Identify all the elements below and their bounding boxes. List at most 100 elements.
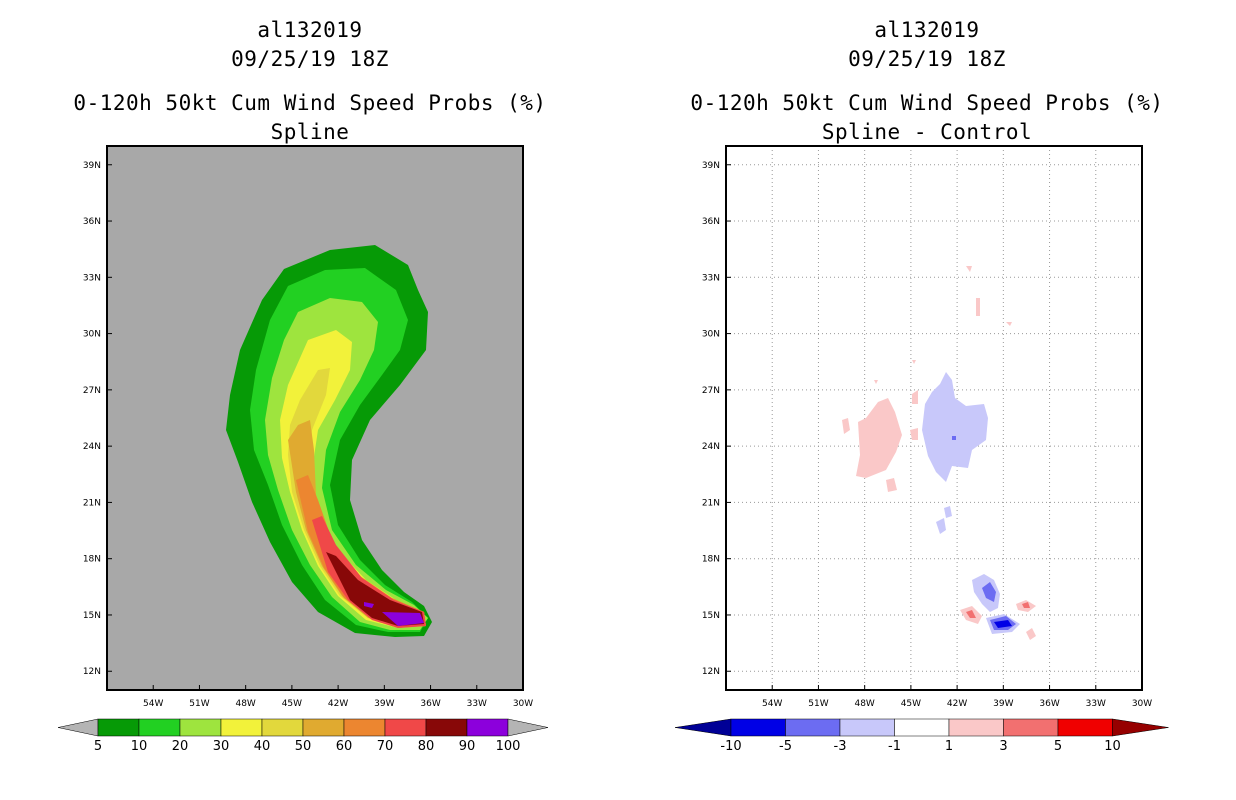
colorbar-swatch	[785, 718, 841, 737]
x-tick-label: 33W	[1086, 699, 1106, 709]
x-tick-label: 45W	[282, 699, 302, 709]
x-tick-label: 36W	[420, 699, 440, 709]
colorbar-label: 30	[213, 739, 230, 754]
colorbar-label: 10	[1104, 739, 1121, 754]
positive-area-10	[1006, 322, 1012, 326]
colorbar-swatch	[839, 718, 895, 737]
right-storm-id: al132019	[874, 18, 980, 42]
x-tick-label: 48W	[854, 699, 874, 709]
x-tick-label: 54W	[762, 699, 782, 709]
colorbar-low-triangle	[674, 718, 732, 737]
positive-area-2	[842, 418, 850, 434]
colorbar-swatch	[97, 718, 140, 737]
y-tick-label: 12N	[702, 667, 720, 677]
y-tick-label: 15N	[83, 611, 101, 621]
colorbar-swatch	[425, 718, 468, 737]
y-tick-label: 24N	[83, 442, 101, 452]
right-difference-contours	[842, 266, 1036, 640]
y-tick-label: 33N	[702, 273, 720, 283]
colorbar-swatch	[138, 718, 181, 737]
y-tick-label: 27N	[702, 386, 720, 396]
right-axes: 54W 51W 48W 45W 42W 39W 36W 33W 30W 39N 36N 33N 30N 2…	[702, 161, 1152, 709]
right-chart-subtitle: Spline - Control	[821, 120, 1033, 144]
colorbar-label: 20	[172, 739, 189, 754]
negative-area-1	[922, 372, 988, 482]
x-tick-label: 39W	[374, 699, 394, 709]
colorbar-label: -10	[720, 739, 741, 754]
right-datetime: 09/25/19 18Z	[848, 47, 1006, 71]
y-tick-label: 15N	[702, 611, 720, 621]
left-probability-swath	[226, 245, 432, 637]
left-colorbar: 5 10 20 30 40 50 60 70 80 90 100	[57, 718, 549, 754]
x-tick-label: 45W	[901, 699, 921, 709]
contour-90	[382, 612, 424, 626]
y-tick-label: 30N	[83, 330, 101, 340]
x-tick-label: 48W	[235, 699, 255, 709]
colorbar-high-triangle	[507, 718, 549, 737]
positive-area-3	[886, 478, 897, 492]
positive-area-9	[912, 360, 916, 364]
negative-area-3	[944, 506, 952, 518]
x-tick-label: 51W	[808, 699, 828, 709]
y-tick-label: 12N	[83, 667, 101, 677]
x-tick-label: 39W	[993, 699, 1013, 709]
y-tick-label: 18N	[83, 555, 101, 565]
right-plot-frame	[725, 145, 1143, 691]
colorbar-label: 90	[459, 739, 476, 754]
colorbar-swatch	[730, 718, 786, 737]
x-tick-label: 42W	[947, 699, 967, 709]
left-chart-subtitle: Spline	[270, 120, 350, 144]
positive-area-14	[966, 610, 976, 618]
positive-area-5	[912, 390, 918, 404]
colorbar-swatch	[220, 718, 263, 737]
y-tick-label: 24N	[702, 442, 720, 452]
colorbar-swatch	[261, 718, 304, 737]
colorbar-low-triangle	[57, 718, 99, 737]
y-tick-label: 21N	[83, 498, 101, 508]
colorbar-high-triangle	[1112, 718, 1169, 737]
y-tick-label: 18N	[702, 555, 720, 565]
positive-area-1	[856, 398, 902, 478]
negative-area-2	[936, 518, 946, 534]
negative-area-9	[952, 436, 956, 440]
contour-80	[326, 552, 424, 626]
colorbar-swatch	[1057, 718, 1113, 737]
left-storm-id: al132019	[257, 18, 363, 42]
colorbar-label: 1	[945, 739, 953, 754]
x-tick-label: 30W	[513, 699, 533, 709]
colorbar-swatch	[948, 718, 1004, 737]
left-chart-title: 0-120h 50kt Cum Wind Speed Probs (%)	[73, 91, 547, 115]
y-tick-label: 39N	[83, 161, 101, 171]
x-tick-label: 54W	[143, 699, 163, 709]
negative-area-6	[982, 582, 996, 602]
colorbar-swatch	[302, 718, 345, 737]
colorbar-label: 70	[377, 739, 394, 754]
y-tick-label: 21N	[702, 498, 720, 508]
colorbar-swatch	[179, 718, 222, 737]
colorbar-label: 100	[496, 739, 521, 754]
y-tick-label: 36N	[702, 217, 720, 227]
colorbar-swatch	[384, 718, 427, 737]
left-axes: 54W 51W 48W 45W 42W 39W 36W 33W 30W 39N 36N 33N 30N 2…	[83, 161, 533, 709]
positive-area-7	[966, 266, 972, 272]
x-tick-label: 33W	[467, 699, 487, 709]
y-tick-label: 36N	[83, 217, 101, 227]
colorbar-label: 5	[94, 739, 102, 754]
colorbar-swatch	[894, 718, 950, 737]
colorbar-label: -3	[834, 739, 847, 754]
x-tick-label: 36W	[1039, 699, 1059, 709]
y-tick-label: 27N	[83, 386, 101, 396]
colorbar-swatch	[466, 718, 509, 737]
positive-area-15	[1022, 602, 1030, 608]
colorbar-label: 80	[418, 739, 435, 754]
right-colorbar: -10 -5 -3 -1 1 3 5 10	[674, 718, 1169, 754]
colorbar-label: 50	[295, 739, 312, 754]
left-plot-frame	[106, 145, 524, 691]
colorbar-swatch	[1003, 718, 1059, 737]
x-tick-label: 42W	[328, 699, 348, 709]
contour-100	[364, 602, 374, 608]
x-tick-label: 51W	[189, 699, 209, 709]
y-tick-label: 33N	[83, 273, 101, 283]
colorbar-label: 3	[999, 739, 1007, 754]
